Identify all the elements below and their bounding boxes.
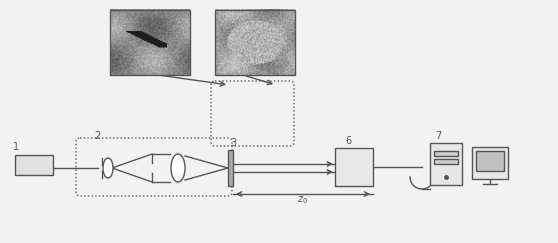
Text: 3: 3 [230, 138, 236, 148]
Bar [110, 10, 190, 75]
Text: 7: 7 [435, 131, 441, 141]
Bar [472, 147, 508, 179]
Bar [228, 150, 233, 186]
Text: 6: 6 [345, 136, 351, 146]
Text: 2: 2 [94, 131, 100, 141]
Bar [434, 151, 458, 156]
Ellipse shape [171, 154, 185, 182]
Bar [430, 143, 462, 185]
Text: $z_0$: $z_0$ [297, 194, 309, 206]
Bar [434, 159, 458, 164]
Bar [15, 155, 53, 175]
Bar [335, 148, 373, 186]
Bar [215, 10, 295, 75]
Ellipse shape [103, 158, 113, 178]
Text: 1: 1 [13, 142, 19, 152]
Bar [476, 151, 504, 171]
